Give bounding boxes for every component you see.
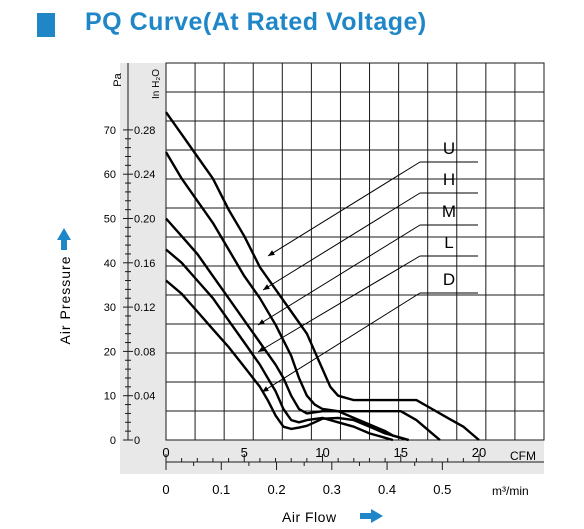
y-tick-label-pa: 40 (104, 258, 116, 270)
legend-leader-line (267, 161, 421, 257)
y-tick-label-inh2o: 0.28 (134, 125, 155, 137)
y-unit-inh2o: In H₂O (151, 69, 162, 99)
y-tick-label-inh2o: 0.20 (134, 214, 155, 226)
pq-curve-u (165, 111, 480, 441)
axes: 7060504030201000.280.240.200.160.120.080… (104, 63, 544, 497)
x-tick-label-cfm: 0 (162, 445, 169, 460)
right-arrow-icon (360, 509, 383, 523)
y-tick-label-inh2o: 0.16 (134, 258, 155, 270)
y-axis-title: Air Pressure (57, 255, 73, 344)
y-tick-label-pa: 0 (110, 435, 116, 447)
y-tick-label-pa: 20 (104, 346, 116, 358)
y-tick-label-pa: 30 (104, 302, 116, 314)
y-tick-label-inh2o: 0.12 (134, 302, 155, 314)
pq-curve-m (165, 217, 409, 442)
x-tick-label-m3min: 0 (162, 482, 169, 497)
grid-lines (166, 63, 544, 440)
y-tick-label-inh2o: 0.08 (134, 346, 155, 358)
legend-leader-line (262, 192, 421, 291)
legend-label-u: U (443, 139, 455, 158)
page-title: PQ Curve(At Rated Voltage) (85, 8, 427, 36)
x-tick-label-cfm: 15 (394, 445, 408, 460)
leader-arrow-icon (258, 346, 265, 352)
plot-area (165, 62, 545, 441)
legend-label-l: L (444, 233, 453, 252)
leader-arrow-icon (258, 319, 265, 325)
x-tick-label-cfm: 20 (472, 445, 486, 460)
leader-arrow-icon (263, 284, 270, 290)
x-unit-cfm: CFM (510, 449, 536, 463)
x-tick-label-cfm: 10 (315, 445, 329, 460)
x-unit-m3min: m³/min (492, 484, 529, 498)
legend-label-h: H (443, 170, 455, 189)
up-arrow-icon (57, 228, 71, 250)
pq-curve-h (164, 151, 441, 441)
y-tick-label-pa: 50 (104, 214, 116, 226)
y-tick-label-inh2o: 0.04 (134, 391, 155, 403)
x-tick-label-m3min: 0.2 (267, 482, 285, 497)
x-tick-label-m3min: 0.4 (378, 482, 396, 497)
x-tick-label-m3min: 0.5 (433, 482, 451, 497)
title-marker (37, 13, 55, 37)
y-tick-label-pa: 10 (104, 391, 116, 403)
x-tick-label-m3min: 0.3 (323, 482, 341, 497)
pq-curve-d (165, 279, 409, 442)
y-tick-label-pa: 60 (104, 169, 116, 181)
leader-arrow-icon (268, 250, 275, 256)
y-unit-pa: Pa (112, 72, 124, 86)
legend-leader-line (261, 292, 421, 393)
legend-label-m: M (442, 202, 456, 221)
pq-curves (164, 111, 480, 442)
legend-label-d: D (443, 270, 455, 289)
legend-leader-line (257, 224, 421, 326)
x-axis-title: Air Flow (282, 509, 337, 525)
legend-leader-line (257, 255, 421, 353)
y-tick-label-inh2o: 0 (134, 435, 140, 447)
x-tick-label-m3min: 0.1 (212, 482, 230, 497)
x-tick-label-cfm: 5 (241, 445, 248, 460)
leader-arrow-icon (262, 386, 269, 392)
y-tick-label-pa: 70 (104, 125, 116, 137)
y-tick-label-inh2o: 0.24 (134, 169, 155, 181)
pq-curve-l (165, 248, 394, 442)
